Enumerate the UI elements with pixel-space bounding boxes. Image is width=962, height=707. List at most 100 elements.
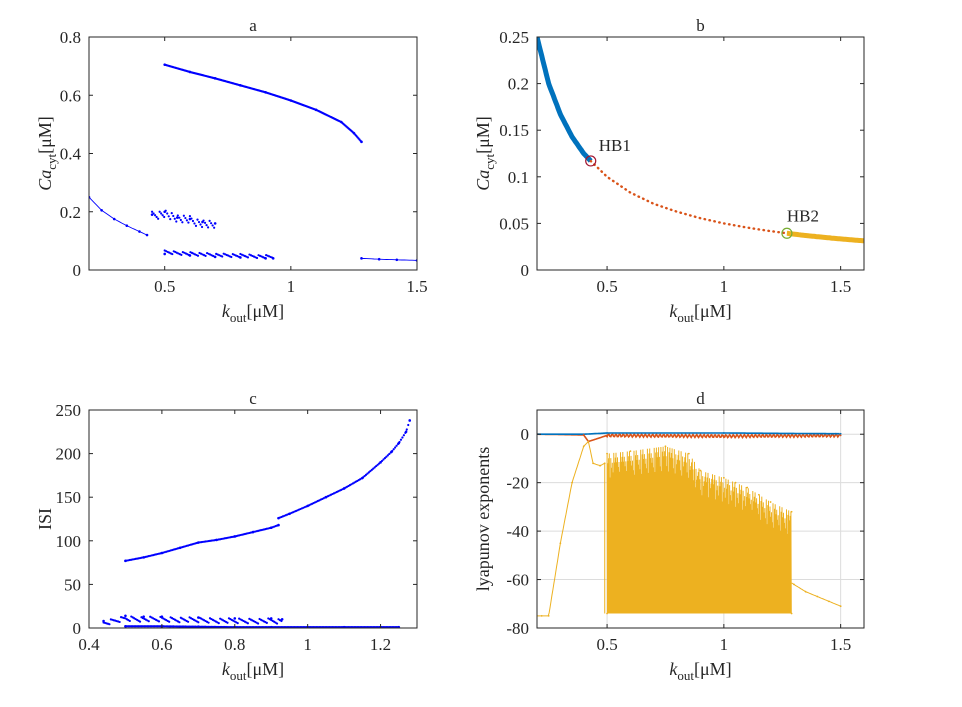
series-2-point <box>168 620 171 623</box>
data-point <box>277 523 280 527</box>
series-1-point <box>382 458 385 461</box>
panel-title: c <box>249 389 257 408</box>
series-1-point <box>405 428 408 431</box>
data-point <box>559 542 562 545</box>
series-1-line <box>537 432 841 443</box>
series-1-point <box>386 454 389 457</box>
plot-area <box>537 37 864 270</box>
series-3-point <box>173 217 176 220</box>
series-3-point <box>185 219 188 222</box>
data-point <box>606 434 608 437</box>
data-point <box>142 615 145 618</box>
y-label-sub: cyt <box>482 153 497 169</box>
series-2-point <box>275 622 279 625</box>
series-2-point <box>257 622 260 625</box>
series-1-point <box>401 436 404 439</box>
data-point <box>599 464 601 467</box>
series-4-point <box>246 256 250 259</box>
plot-area <box>89 37 417 270</box>
data-point <box>138 230 141 233</box>
series-3-point <box>199 223 202 226</box>
series-3-point <box>188 215 192 218</box>
x-tick-label: 1 <box>303 635 312 654</box>
y-label-unit: [μM] <box>473 116 493 154</box>
series-1-point <box>363 475 366 478</box>
series-2-point <box>197 621 200 624</box>
data-point <box>606 432 608 434</box>
y-tick-label: -60 <box>506 571 529 590</box>
x-label-unit: [μM] <box>694 659 732 679</box>
x-label-unit: [μM] <box>694 301 732 321</box>
data-point <box>188 217 192 221</box>
data-point <box>142 556 145 559</box>
x-tick-label: 1.5 <box>406 277 427 296</box>
series-3-point <box>167 215 170 218</box>
series-1-point <box>373 466 376 469</box>
series-3-point <box>181 221 184 224</box>
data-point <box>687 452 690 455</box>
data-point <box>722 476 725 479</box>
panel-c: 0.4 0.6 0.8 1 1.2 0 50 100 150 200 250 c kout[μM] ISI <box>35 389 418 683</box>
data-point <box>289 99 293 102</box>
data-point <box>163 210 166 214</box>
series-3-point <box>150 210 154 213</box>
series-3-point <box>206 226 210 229</box>
data-point <box>769 501 772 503</box>
series-3-point <box>191 219 195 223</box>
x-tick-label: 1 <box>720 277 729 296</box>
y-label-main: Ca <box>473 170 493 191</box>
data-point <box>188 70 192 74</box>
data-point <box>734 481 737 484</box>
series-1-point <box>392 448 395 451</box>
data-point <box>233 535 237 538</box>
series-1-point <box>375 464 378 468</box>
data-point <box>587 440 590 443</box>
data-point <box>571 481 573 484</box>
x-axis-label: kout[μM] <box>222 659 284 683</box>
series-3-point <box>196 218 199 221</box>
hopf-marker-hb1 <box>585 155 597 167</box>
data-point <box>340 120 343 124</box>
series-1-point <box>407 423 410 427</box>
y-axis-label: Cacyt[μM] <box>35 116 59 191</box>
data-point <box>397 441 401 445</box>
series-1-point <box>366 472 369 475</box>
series-4-point <box>221 255 224 258</box>
series-3-point <box>200 225 204 229</box>
y-tick-label: 0.05 <box>499 214 529 233</box>
data-point <box>603 462 606 465</box>
data-point <box>746 486 749 489</box>
y-tick-label: 50 <box>64 575 81 594</box>
y-axis-label: Cacyt[μM] <box>473 116 497 191</box>
y-tick-label: 100 <box>56 532 82 551</box>
series-3-point <box>154 214 157 217</box>
x-tick-label: 1 <box>720 635 729 654</box>
data-point <box>269 617 273 620</box>
data-point <box>816 595 819 598</box>
y-tick-label: 0.6 <box>60 86 81 105</box>
axes-box <box>536 409 865 629</box>
data-point <box>404 430 408 434</box>
data-point <box>269 526 273 530</box>
y-tick-label: -20 <box>506 474 529 493</box>
data-point <box>360 257 363 260</box>
data-point <box>839 432 842 435</box>
data-point <box>160 615 164 618</box>
series-3-point <box>203 221 207 224</box>
y-tick-label: 0 <box>73 261 82 280</box>
data-point <box>251 530 255 534</box>
series-3-point <box>178 216 181 219</box>
data-point <box>547 614 550 617</box>
series-2-point <box>147 620 150 623</box>
axes-box <box>536 36 865 271</box>
data-point <box>150 213 154 216</box>
y-tick-label: 0.1 <box>508 168 529 187</box>
data-point <box>342 487 346 490</box>
y-label-sub: cyt <box>44 153 59 169</box>
series-1-line <box>361 257 417 261</box>
data-point <box>124 624 127 628</box>
data-point <box>839 434 842 437</box>
y-tick-label: 250 <box>56 401 82 420</box>
